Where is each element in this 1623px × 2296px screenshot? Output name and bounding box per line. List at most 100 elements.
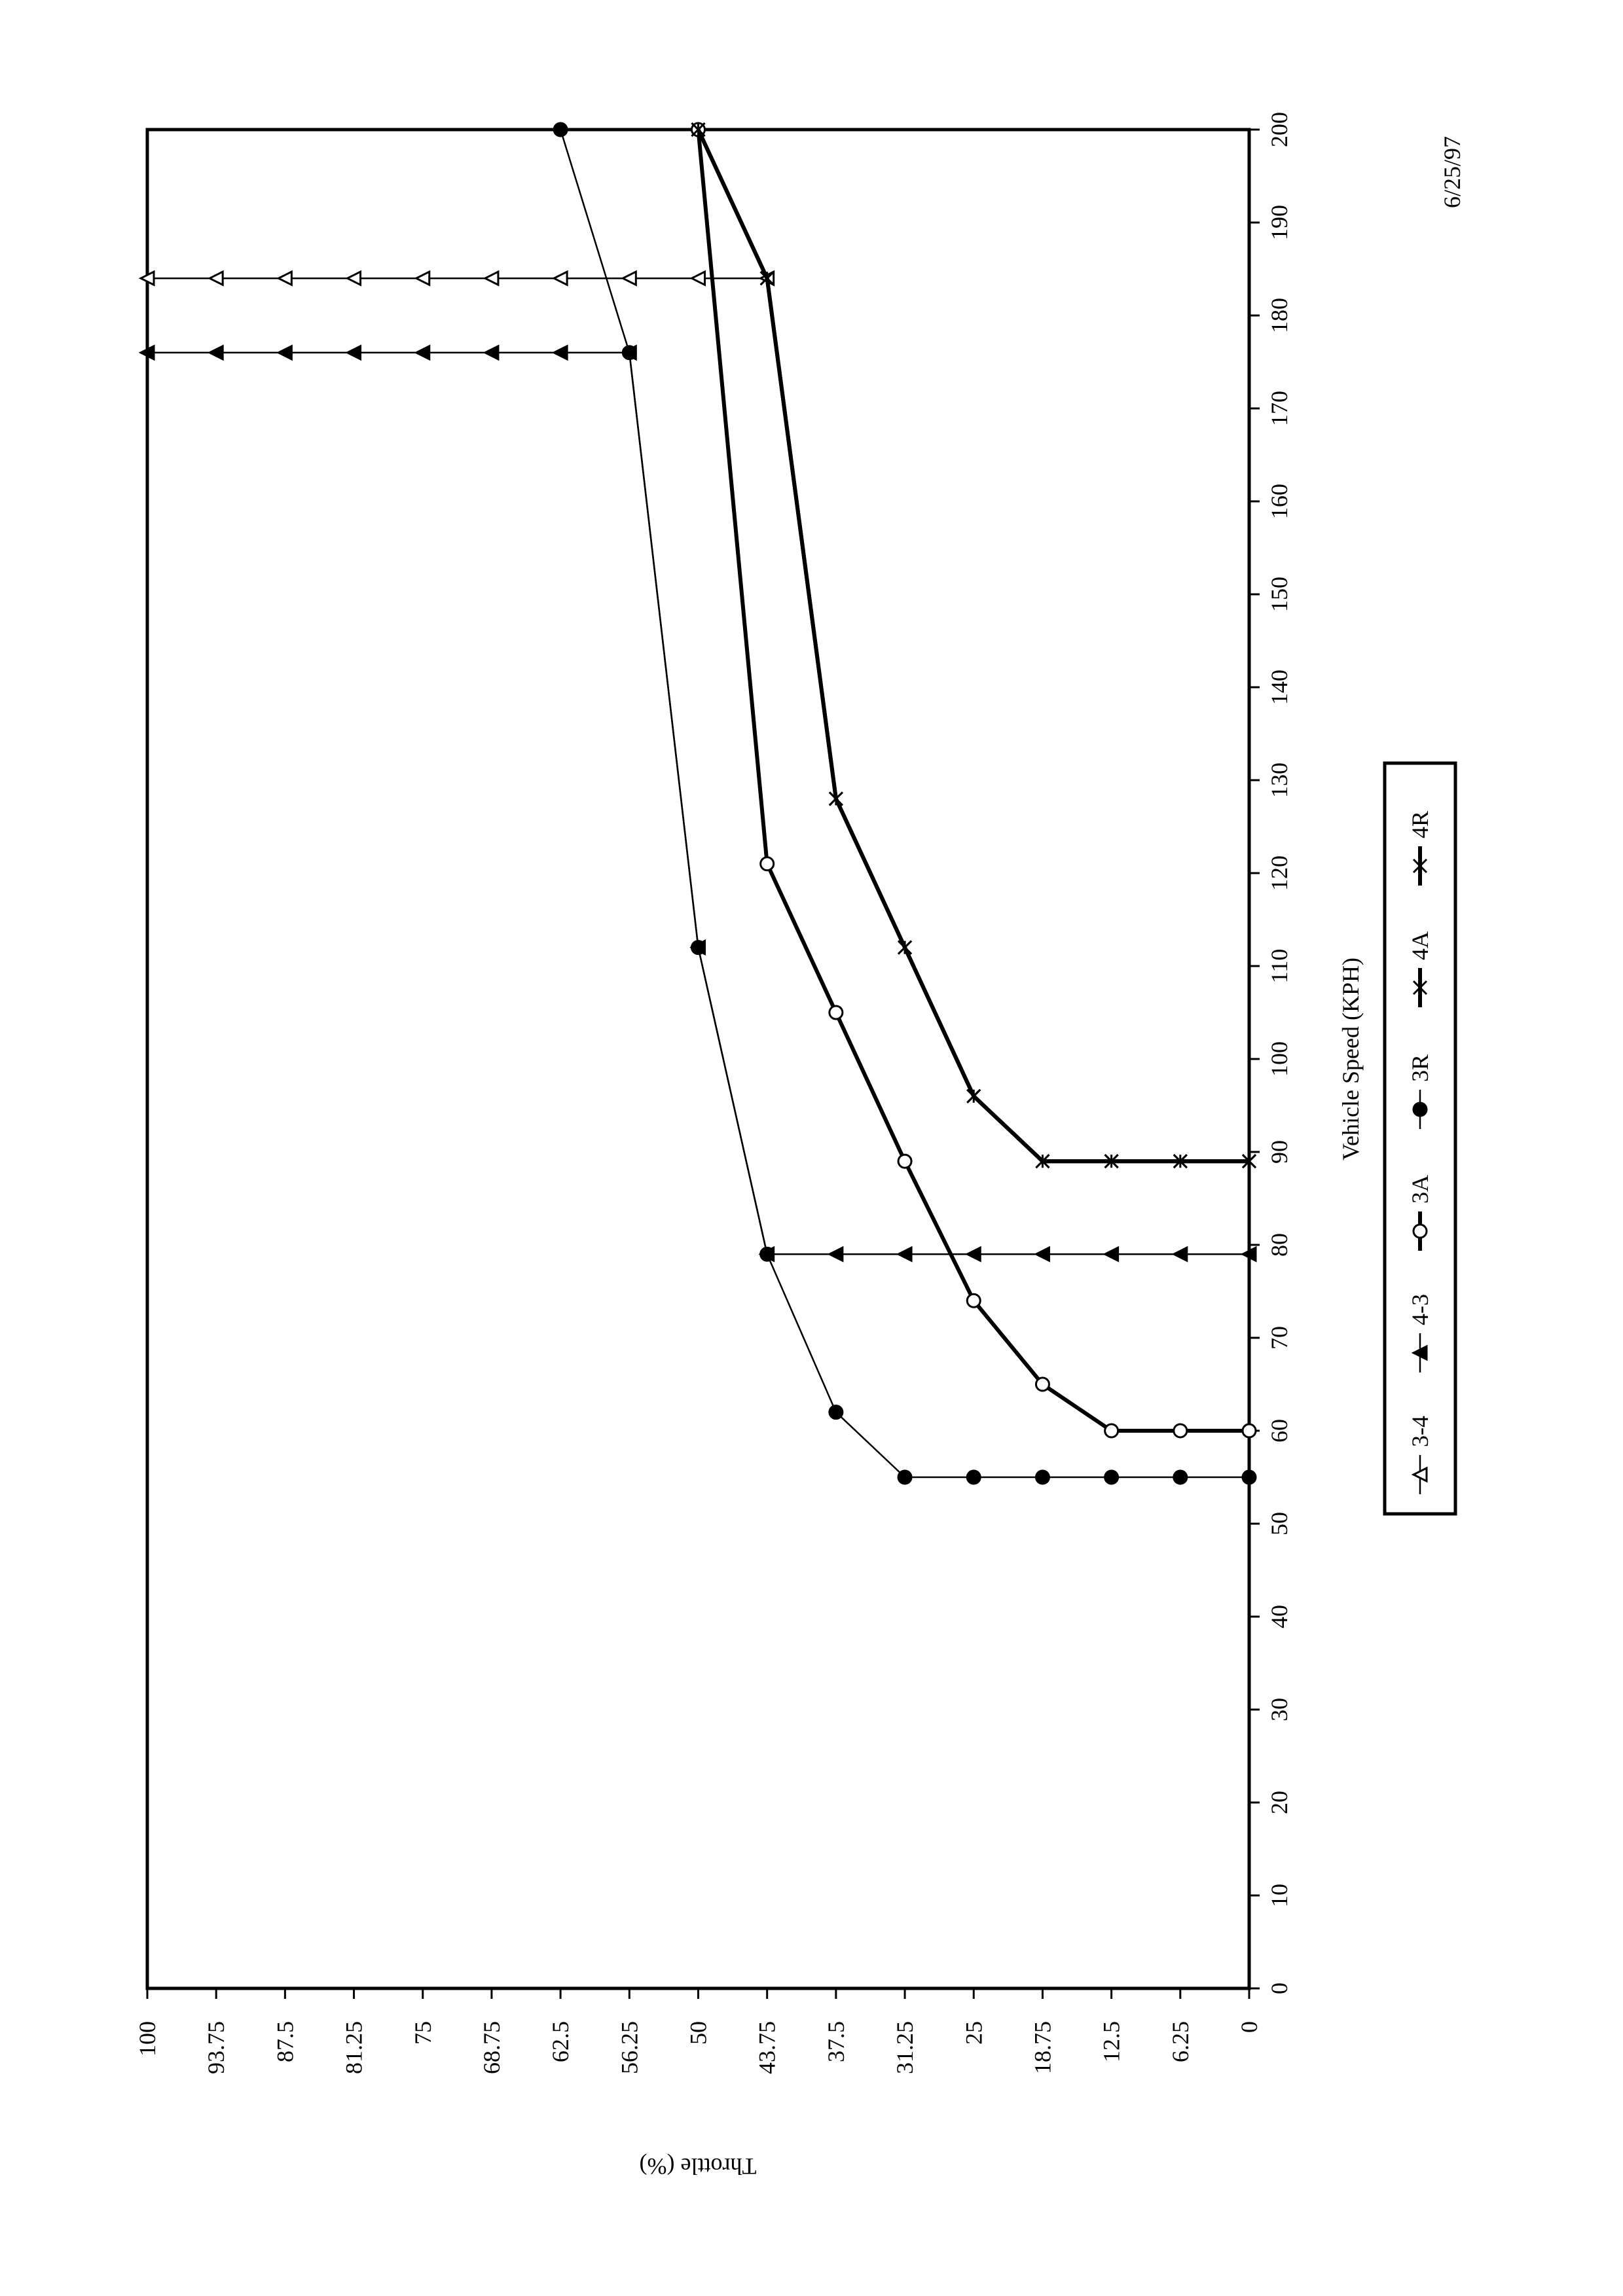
series-line — [147, 351, 1249, 1255]
marker-part — [759, 856, 775, 872]
y-tick-label: 81.25 — [341, 2021, 367, 2074]
x-tick-label: 50 — [1266, 1512, 1292, 1535]
x-tick-label: 130 — [1266, 762, 1292, 798]
marker — [620, 270, 637, 287]
marker — [1411, 1466, 1428, 1483]
legend-label: 4A — [1407, 931, 1433, 960]
marker-part — [1104, 1154, 1119, 1169]
marker — [691, 122, 706, 137]
marker — [276, 270, 293, 287]
marker-part — [1411, 1466, 1428, 1483]
y-tick-label: 56.25 — [616, 2021, 642, 2074]
marker — [551, 270, 568, 287]
plot-border — [145, 128, 1251, 1990]
marker — [1173, 1154, 1188, 1169]
legend-label: 3R — [1407, 1054, 1433, 1082]
marker-part — [1412, 1223, 1428, 1239]
marker — [207, 344, 224, 361]
marker — [898, 940, 913, 955]
marker-part — [964, 1246, 981, 1263]
marker — [1171, 1246, 1188, 1263]
marker — [1411, 1344, 1428, 1361]
marker — [1173, 1423, 1188, 1439]
marker-part — [1034, 1246, 1050, 1263]
legend-entry: 4R — [1407, 811, 1433, 886]
marker-part — [207, 270, 224, 287]
y-tick-label: 18.75 — [1029, 2021, 1055, 2074]
marker — [1412, 1223, 1428, 1239]
marker — [966, 1293, 981, 1308]
marker-part — [551, 270, 568, 287]
marker — [1104, 1469, 1120, 1485]
x-tick-label: 120 — [1266, 855, 1292, 891]
x-tick-label: 40 — [1266, 1605, 1292, 1628]
marker — [345, 270, 362, 287]
x-axis-title: Vehicle Speed (KPH) — [1338, 958, 1364, 1160]
marker — [897, 1469, 913, 1485]
marker — [551, 344, 568, 361]
marker-part — [414, 270, 431, 287]
y-axis-title: Throttle (%) — [640, 2153, 757, 2179]
legend-entry: 3A — [1407, 1175, 1433, 1251]
marker-part — [759, 1246, 775, 1262]
y-tick-label: 75 — [410, 2021, 436, 2045]
marker-part — [1411, 1344, 1428, 1361]
y-tick-label: 43.75 — [754, 2021, 780, 2074]
marker — [828, 1405, 844, 1420]
marker-part — [1104, 1423, 1120, 1439]
marker-part — [691, 940, 706, 956]
x-tick-label: 100 — [1266, 1041, 1292, 1077]
marker-part — [896, 1246, 913, 1263]
x-tick-label: 80 — [1266, 1233, 1292, 1257]
marker — [964, 1246, 981, 1263]
marker — [621, 345, 637, 361]
y-tick-label: 6.25 — [1167, 2021, 1194, 2062]
y-tick-label: 62.5 — [547, 2021, 574, 2062]
marker-part — [828, 791, 843, 806]
marker — [1104, 1423, 1120, 1439]
marker — [483, 270, 500, 287]
marker — [759, 1246, 775, 1262]
marker-part — [1173, 1423, 1188, 1439]
x-tick-label: 60 — [1266, 1419, 1292, 1443]
marker-part — [1173, 1469, 1188, 1485]
x-tick-label: 70 — [1266, 1326, 1292, 1350]
marker — [966, 1088, 981, 1103]
marker — [689, 270, 706, 287]
marker — [966, 1469, 981, 1485]
marker — [1412, 858, 1428, 874]
marker-part — [621, 345, 637, 361]
marker-part — [483, 270, 500, 287]
marker — [1035, 1154, 1050, 1169]
legend-box — [1383, 761, 1457, 1516]
legend-entry: 4A — [1407, 931, 1433, 1007]
marker-part — [1241, 1469, 1257, 1485]
marker — [207, 270, 224, 287]
marker — [828, 1005, 844, 1020]
series-line — [559, 129, 1249, 1479]
legend-entry: 3R — [1407, 1054, 1433, 1129]
marker — [691, 940, 706, 956]
marker-part — [138, 344, 155, 361]
x-tick-label: 20 — [1266, 1791, 1292, 1814]
marker — [345, 344, 362, 361]
x-tick-label: 170 — [1266, 391, 1292, 426]
marker — [1241, 1469, 1257, 1485]
marker — [276, 344, 293, 361]
series-line — [696, 129, 1249, 1433]
marker — [1173, 1469, 1188, 1485]
date: 6/25/97 — [1439, 136, 1465, 208]
x-tick-label: 110 — [1266, 949, 1292, 984]
marker-part — [207, 344, 224, 361]
marker-part — [689, 270, 706, 287]
marker — [1104, 1154, 1119, 1169]
marker-part — [827, 1246, 844, 1263]
marker — [1412, 980, 1428, 996]
marker-part — [759, 271, 775, 286]
marker-part — [966, 1469, 981, 1485]
y-tick-label: 68.75 — [479, 2021, 505, 2074]
x-tick-label: 150 — [1266, 577, 1292, 612]
marker-part — [620, 270, 637, 287]
